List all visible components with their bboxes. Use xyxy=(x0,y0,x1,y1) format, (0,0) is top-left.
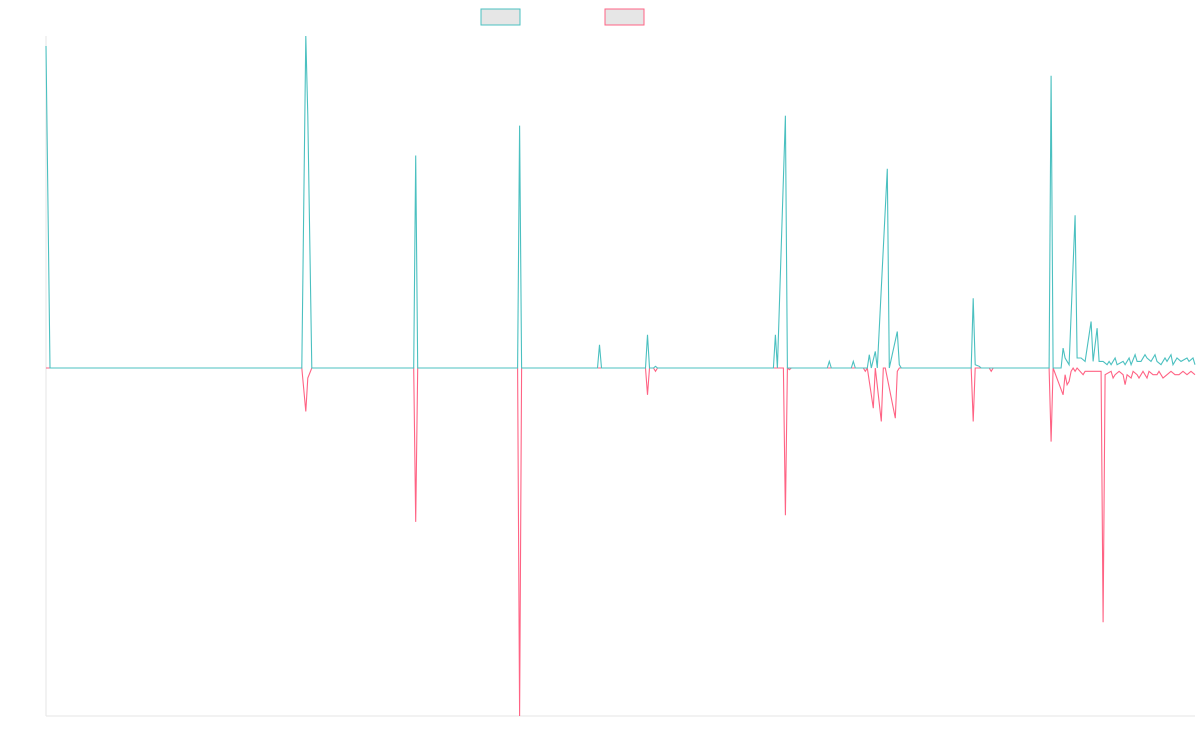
legend-swatch-pink[interactable] xyxy=(604,8,645,26)
legend-swatch-teal[interactable] xyxy=(480,8,521,26)
legend xyxy=(480,8,645,26)
teal-series-line xyxy=(45,35,1196,369)
pink-series-line xyxy=(46,366,1196,717)
series-lines xyxy=(45,35,1196,717)
axes xyxy=(45,36,1195,717)
